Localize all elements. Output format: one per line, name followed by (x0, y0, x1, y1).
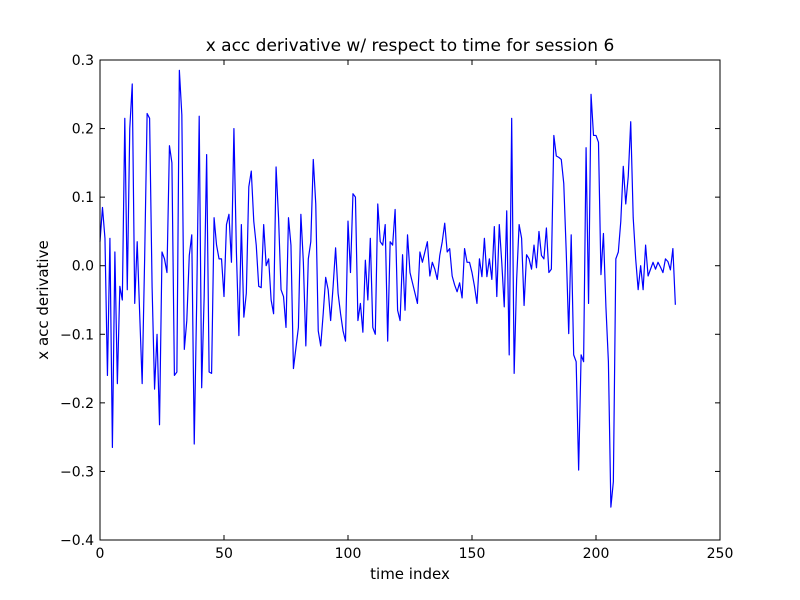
x-tick-label: 100 (335, 546, 362, 562)
y-tick-label: −0.3 (60, 464, 94, 480)
plot-frame (99, 59, 721, 541)
x-tick-label: 200 (583, 546, 610, 562)
x-tick-label: 50 (215, 546, 233, 562)
y-tick-label: −0.1 (60, 327, 94, 343)
y-tick-label: −0.4 (60, 533, 94, 549)
y-tick-label: −0.2 (60, 396, 94, 412)
y-tick-label: 0.3 (72, 53, 94, 69)
y-tick-label: 0.2 (72, 122, 94, 138)
chart-title: x acc derivative w/ respect to time for … (206, 36, 615, 56)
x-axis: 0 50 100 150 200 250 (96, 60, 734, 562)
x-axis-label: time index (370, 565, 450, 583)
x-tick-label: 150 (459, 546, 486, 562)
x-tick-label: 0 (96, 546, 105, 562)
y-axis: −0.4 −0.3 −0.2 −0.1 0.0 0.1 0.2 0.3 (60, 53, 720, 549)
y-tick-label: 0.0 (72, 259, 94, 275)
y-tick-label: 0.1 (72, 190, 94, 206)
plot-area (100, 60, 720, 540)
y-axis-label: x acc derivative (34, 240, 52, 359)
series-line (99, 69, 676, 508)
x-tick-label: 250 (707, 546, 734, 562)
